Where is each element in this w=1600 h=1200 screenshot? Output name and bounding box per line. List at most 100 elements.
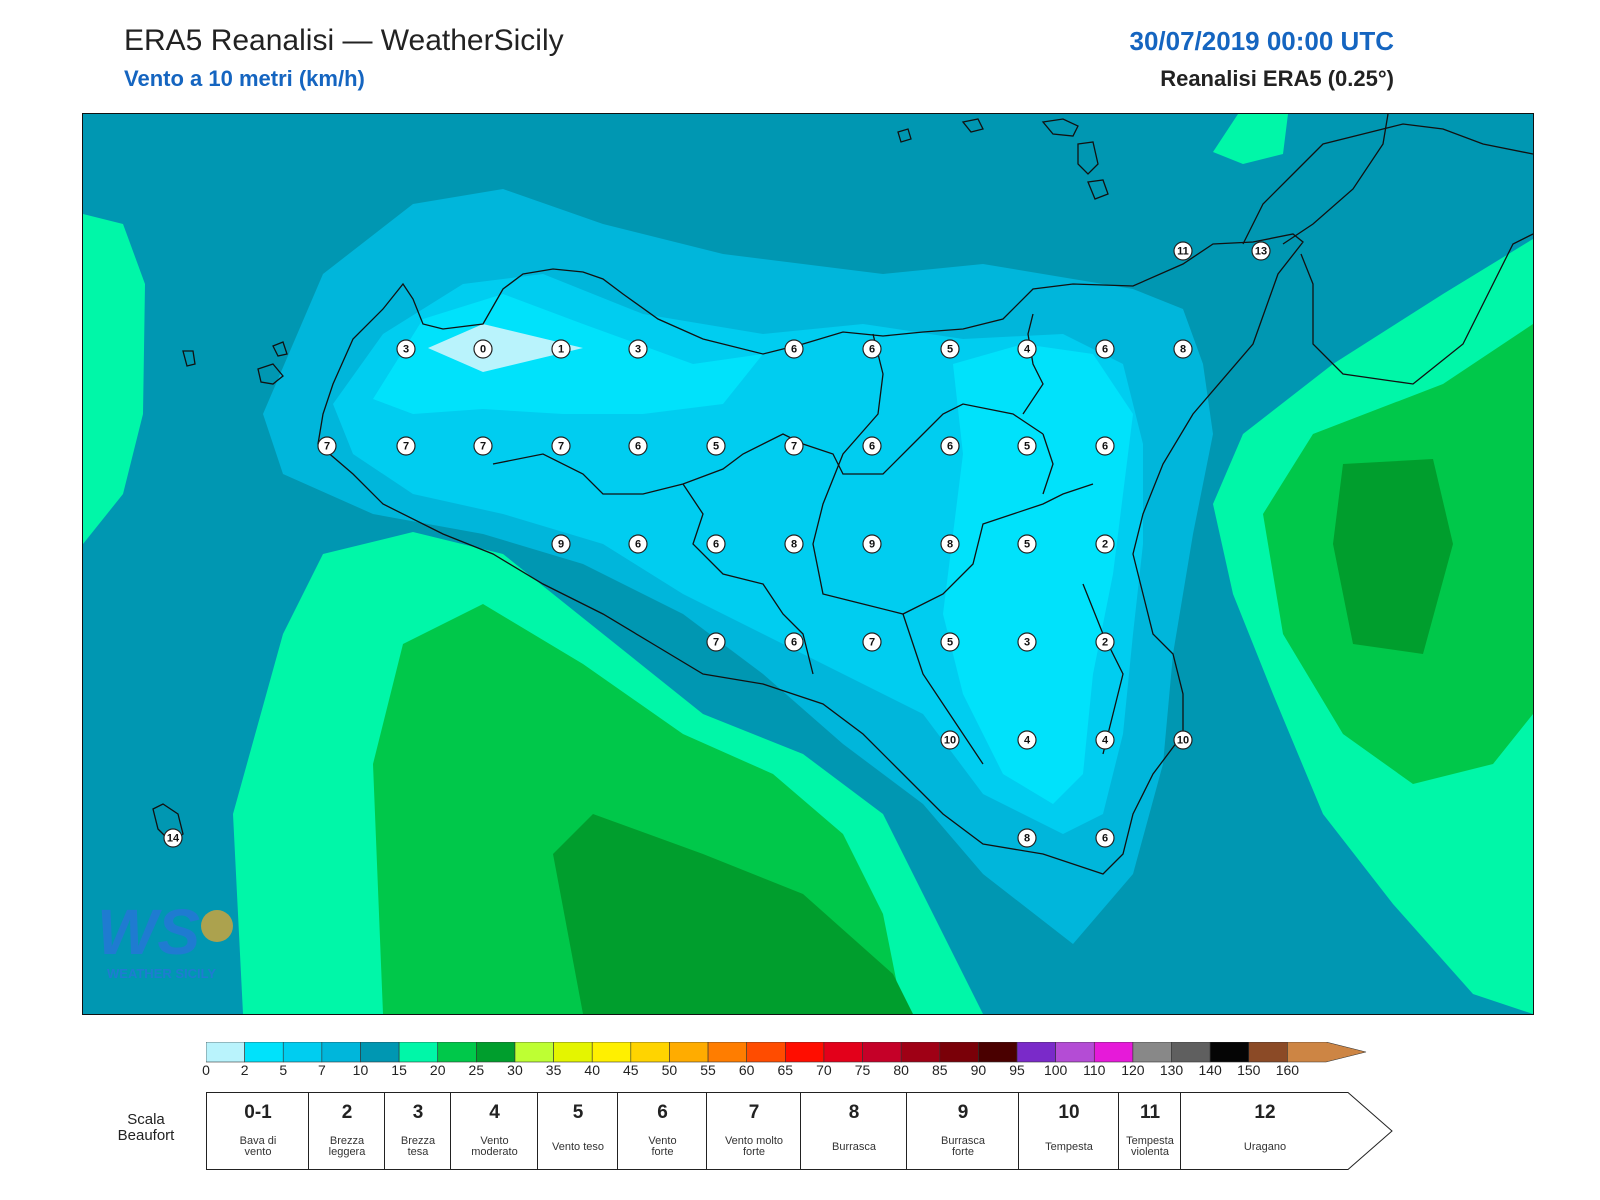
beaufort-cell: 2 Brezza leggera	[308, 1092, 385, 1170]
wind-marker-circle	[551, 534, 571, 554]
wind-value-marker: 3	[628, 339, 648, 359]
beaufort-description: tesa	[407, 1146, 429, 1158]
wind-marker-value: 5	[713, 441, 719, 453]
wind-marker-circle	[706, 436, 726, 456]
colorbar-swatch	[707, 1042, 747, 1063]
wind-band-0-2	[428, 324, 583, 372]
wind-value-marker: 6	[1095, 339, 1115, 359]
beaufort-cell: 10 Tempesta	[1018, 1092, 1119, 1170]
wind-value-marker: 6	[628, 534, 648, 554]
wind-value-marker: 7	[862, 632, 882, 652]
wind-value-marker: 5	[940, 632, 960, 652]
wind-marker-circle	[1095, 828, 1115, 848]
beaufort-description: Vento	[480, 1135, 509, 1147]
wind-value-marker: 7	[317, 436, 337, 456]
wind-value-marker: 5	[1017, 436, 1037, 456]
wind-marker-value: 2	[1102, 637, 1108, 649]
wind-marker-value: 7	[403, 441, 409, 453]
colorbar-swatch	[1016, 1042, 1056, 1063]
colorbar-tick-label: 130	[1159, 1062, 1184, 1078]
wind-marker-circle	[551, 339, 571, 359]
colorbar-tick-label: 7	[317, 1062, 326, 1078]
beaufort-cell: 6 Vento forte	[617, 1092, 707, 1170]
beaufort-description: Tempesta	[1045, 1141, 1093, 1153]
wind-marker-circle	[1017, 828, 1037, 848]
colorbar-tick-label: 40	[584, 1062, 600, 1078]
colorbar-swatch	[591, 1042, 632, 1063]
colorbar-tick-label: 90	[970, 1062, 987, 1078]
beaufort-description: Vento molto	[724, 1135, 784, 1147]
wind-marker-value: 3	[635, 344, 641, 356]
wind-value-marker: 14	[163, 828, 183, 848]
wind-band-5-7	[333, 274, 1143, 834]
wind-marker-circle	[1251, 241, 1271, 261]
colorbar-swatch	[282, 1042, 323, 1063]
wind-marker-value: 10	[1177, 735, 1189, 747]
wind-value-marker: 4	[1095, 730, 1115, 750]
wind-marker-circle	[784, 534, 804, 554]
wind-value-markers: 3 0 1 3 6 6 5 4 6 87 7 7 7 6 5 7 6 6 5 69 6 6 8 9 8 5 27 6 7 5 3 210 4 4 1…	[163, 241, 1271, 848]
colorbar-swatch	[1171, 1042, 1211, 1063]
colorbar-swatch	[398, 1042, 439, 1063]
wind-map: 3 0 1 3 6 6 5 4 6 8 7 7 7 7 6 5 7 6 6 5 6 9 6 6 8 9 8 5 2 7 6 7 5 3 2 10 4 4 1…	[82, 113, 1534, 1015]
wind-value-marker: 7	[551, 436, 571, 456]
wind-marker-value: 10	[944, 735, 956, 747]
wind-value-marker: 11	[1173, 241, 1193, 261]
wind-value-marker: 6	[628, 436, 648, 456]
wind-marker-value: 14	[167, 833, 180, 845]
colorbar-tick-label: 150	[1237, 1062, 1261, 1078]
wind-marker-circle	[473, 339, 493, 359]
beaufort-force: 12	[1254, 1102, 1276, 1123]
wind-value-marker: 6	[1095, 436, 1115, 456]
beaufort-description: Brezza	[329, 1135, 365, 1147]
colorbar-swatch	[437, 1042, 477, 1063]
wind-marker-value: 8	[1180, 344, 1186, 356]
colorbar-tick-label: 140	[1198, 1062, 1222, 1078]
colorbar-swatch	[862, 1042, 902, 1063]
wind-marker-circle	[862, 339, 882, 359]
wind-marker-circle	[940, 632, 960, 652]
colorbar-swatch	[244, 1042, 284, 1063]
wind-marker-circle	[163, 828, 183, 848]
wind-marker-value: 6	[635, 539, 641, 551]
beaufort-force: 9	[957, 1102, 969, 1123]
wind-marker-circle	[706, 534, 726, 554]
colorbar-tick-label: 30	[507, 1062, 523, 1078]
wind-value-marker: 5	[1017, 534, 1037, 554]
wind-value-marker: 6	[940, 436, 960, 456]
wind-value-marker: 3	[396, 339, 416, 359]
wind-value-marker: 1	[551, 339, 571, 359]
wind-marker-circle	[784, 436, 804, 456]
colorbar-swatch	[1209, 1042, 1250, 1063]
wind-marker-circle	[1095, 534, 1115, 554]
beaufort-description: Tempesta	[1126, 1135, 1174, 1147]
beaufort-scale-label: Scala Beaufort	[117, 1111, 175, 1144]
beaufort-force: 4	[489, 1102, 500, 1123]
beaufort-force: 6	[657, 1102, 668, 1123]
colorbar-swatch	[823, 1042, 863, 1063]
wind-band-south-25-30	[553, 814, 913, 1014]
colorbar-tick-label: 85	[931, 1062, 948, 1078]
wind-band-left-edge	[83, 214, 145, 544]
wind-band-ne-15-20	[1213, 114, 1288, 164]
colorbar-tick-label: 20	[429, 1062, 446, 1078]
wind-marker-value: 7	[869, 637, 875, 649]
wind-marker-circle	[1173, 339, 1193, 359]
wind-marker-value: 2	[1102, 539, 1108, 551]
wind-marker-value: 6	[869, 344, 875, 356]
wind-marker-circle	[1173, 730, 1193, 750]
wind-marker-circle	[940, 730, 960, 750]
wind-marker-circle	[396, 339, 416, 359]
wind-marker-value: 8	[1024, 833, 1030, 845]
wind-value-marker: 10	[1173, 730, 1193, 750]
beaufort-description: Bava di	[239, 1135, 277, 1147]
colorbar-swatch	[630, 1042, 670, 1063]
wind-marker-value: 6	[791, 637, 797, 649]
beaufort-description: vento	[244, 1146, 272, 1158]
wind-marker-value: 8	[947, 539, 953, 551]
wind-value-marker: 8	[1173, 339, 1193, 359]
wind-value-marker: 9	[551, 534, 571, 554]
wind-marker-circle	[1095, 632, 1115, 652]
colorbar-swatch	[746, 1042, 786, 1063]
wind-marker-value: 5	[1024, 441, 1030, 453]
